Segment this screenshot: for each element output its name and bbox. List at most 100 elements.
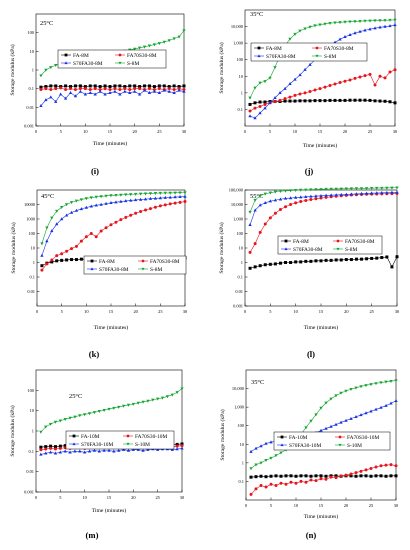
- data-point: [393, 101, 397, 105]
- series-line: [249, 256, 398, 269]
- x-tick-label: 20: [344, 503, 349, 508]
- series-2: [39, 88, 186, 108]
- data-point: [273, 211, 277, 215]
- data-point: [163, 191, 167, 195]
- data-point: [308, 99, 312, 103]
- x-tick-label: 0: [244, 129, 247, 134]
- data-point: [74, 244, 78, 248]
- legend: FA-8M FA70S30-8M S70FA30-8M S-8M: [57, 49, 167, 69]
- data-point: [104, 201, 108, 205]
- data-point: [39, 104, 43, 108]
- legend-swatch-marker: [284, 247, 288, 251]
- data-point: [278, 197, 283, 201]
- legend-entry: S-8M: [345, 247, 357, 253]
- y-axis-label: Storage modulus (kPa): [9, 405, 16, 456]
- data-point: [374, 407, 378, 411]
- data-point: [50, 260, 54, 264]
- data-point: [172, 84, 176, 88]
- x-tick-label: 30: [395, 309, 400, 314]
- data-point: [44, 68, 48, 72]
- data-point: [375, 191, 379, 195]
- data-point: [294, 481, 298, 485]
- data-point: [354, 415, 358, 419]
- data-point: [324, 258, 328, 262]
- data-point: [248, 266, 252, 270]
- legend-entry: FA-10M: [289, 435, 308, 441]
- y-tick-label: 100: [28, 231, 35, 236]
- x-tick-label: 10: [293, 129, 298, 134]
- series-3: [39, 387, 184, 434]
- data-point: [147, 44, 152, 48]
- data-point: [248, 210, 252, 214]
- data-point: [349, 187, 354, 191]
- data-point: [390, 186, 394, 190]
- data-point: [384, 474, 388, 478]
- data-point: [148, 192, 153, 196]
- data-point: [368, 72, 372, 76]
- data-point: [364, 187, 369, 191]
- data-point: [172, 37, 176, 41]
- data-point: [319, 406, 323, 410]
- data-point: [153, 192, 158, 196]
- data-point: [167, 85, 171, 89]
- data-point: [298, 99, 302, 103]
- data-point: [304, 188, 308, 192]
- legend-entry: S-8M: [127, 61, 139, 67]
- data-point: [148, 196, 153, 200]
- data-point: [389, 401, 393, 405]
- y-tick-label: 100: [236, 57, 243, 62]
- y-tick-label: 0.1: [238, 275, 244, 280]
- x-tick-label: 10: [84, 309, 89, 314]
- data-point: [299, 200, 303, 204]
- legend: FA-8M FA70S30-8M S70FA30-8M S-8M: [277, 235, 383, 255]
- data-point: [304, 480, 308, 484]
- data-point: [385, 190, 389, 194]
- legend: FA-8M FA70S30-8M S70FA30-8M S-8M: [83, 255, 187, 275]
- data-point: [334, 193, 338, 197]
- data-point: [134, 192, 138, 196]
- data-point: [324, 193, 328, 197]
- data-point: [129, 198, 133, 202]
- data-point: [79, 198, 84, 202]
- data-point: [55, 259, 59, 263]
- series-3: [248, 18, 397, 100]
- chart-panel-3: 0.001 0.01 0.1 1 10 100 1,000 10,000 100,000 0 5 10…: [218, 186, 400, 359]
- data-point: [369, 466, 373, 470]
- legend-entry: FA-8M: [99, 259, 115, 265]
- data-point: [98, 89, 102, 93]
- data-point: [89, 232, 93, 235]
- data-point: [375, 186, 379, 190]
- legend-swatch-marker: [64, 61, 68, 65]
- data-point: [117, 405, 121, 409]
- data-point: [263, 100, 267, 104]
- data-point: [369, 409, 373, 413]
- series-line: [250, 464, 397, 495]
- data-point: [304, 259, 308, 263]
- data-point: [173, 201, 177, 205]
- data-point: [364, 468, 368, 472]
- series-1: [249, 463, 398, 496]
- legend-swatch-marker: [336, 239, 340, 243]
- data-point: [383, 76, 387, 80]
- data-point: [334, 476, 338, 480]
- data-point: [180, 442, 184, 446]
- y-tick-label: 1: [241, 90, 243, 95]
- data-point: [253, 265, 257, 269]
- data-point: [138, 197, 143, 201]
- x-tick-label: 25: [369, 309, 374, 314]
- y-tick-label: 0.001: [233, 304, 243, 309]
- data-point: [60, 252, 64, 256]
- data-point: [329, 424, 333, 428]
- data-point: [359, 413, 363, 417]
- data-point: [384, 403, 388, 407]
- data-point: [284, 205, 288, 209]
- data-point: [299, 479, 303, 483]
- data-point: [119, 218, 123, 222]
- data-point: [279, 451, 283, 455]
- data-point: [114, 200, 118, 204]
- panel-label: (m): [86, 530, 99, 540]
- data-point: [298, 29, 302, 33]
- data-point: [157, 87, 161, 91]
- legend-entry: FA-8M: [293, 239, 309, 245]
